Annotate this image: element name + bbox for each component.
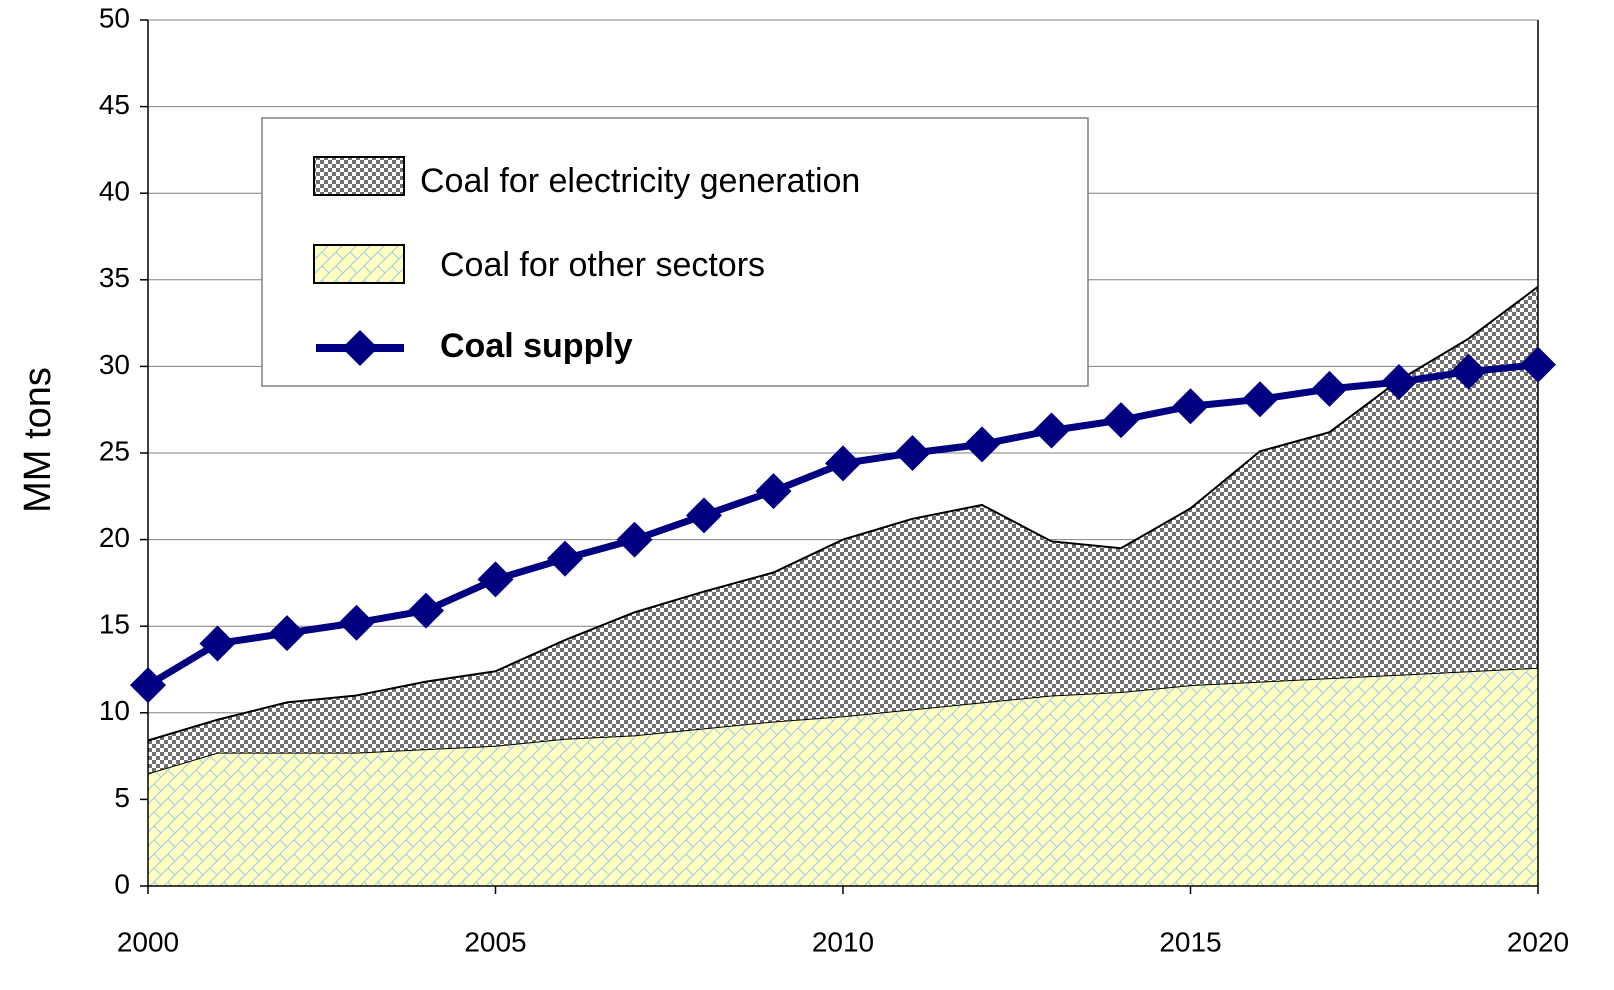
legend-label: Coal for electricity generation bbox=[420, 162, 860, 200]
marker bbox=[894, 435, 931, 471]
marker bbox=[1450, 353, 1487, 390]
y-tick-label: 40 bbox=[99, 176, 130, 207]
marker bbox=[755, 473, 792, 510]
areas bbox=[147, 285, 1539, 886]
marker bbox=[338, 604, 375, 641]
marker bbox=[1311, 370, 1348, 407]
marker bbox=[408, 592, 444, 629]
area-outline bbox=[147, 285, 1539, 742]
y-tick-label: 50 bbox=[99, 2, 130, 33]
x-tick-label: 2005 bbox=[464, 926, 526, 957]
y-tick-label: 25 bbox=[99, 435, 130, 466]
marker bbox=[1033, 412, 1070, 449]
y-tick-label: 45 bbox=[99, 89, 130, 120]
marker bbox=[825, 445, 861, 482]
marker bbox=[1381, 363, 1417, 400]
y-tick-label: 15 bbox=[99, 609, 130, 640]
marker bbox=[1520, 346, 1556, 383]
marker bbox=[477, 561, 514, 598]
y-tick-label: 20 bbox=[99, 522, 130, 553]
x-tick-label: 2010 bbox=[812, 926, 874, 957]
x-tick-label: 2000 bbox=[117, 926, 179, 957]
marker bbox=[269, 615, 305, 652]
marker bbox=[964, 426, 1000, 463]
area bbox=[148, 286, 1538, 774]
marker bbox=[686, 497, 722, 534]
marker bbox=[616, 521, 653, 558]
axes: 0 5 10 15 20 25 30 35 40 45 50 2000 2005 2010 2015 2020 bbox=[99, 2, 1569, 957]
marker bbox=[199, 625, 236, 662]
marker bbox=[1172, 388, 1209, 425]
marker bbox=[1103, 402, 1139, 439]
y-tick-label: 10 bbox=[99, 695, 130, 726]
marker bbox=[130, 667, 166, 704]
y-tick-label: 35 bbox=[99, 262, 130, 293]
legend: Coal for electricity generation Coal for… bbox=[261, 117, 1089, 387]
y-axis-label: MM tons bbox=[17, 367, 59, 513]
legend-swatch bbox=[313, 156, 405, 196]
y-tick-label: 5 bbox=[114, 782, 130, 813]
legend-label: Coal for other sectors bbox=[440, 246, 765, 284]
x-tick-label: 2020 bbox=[1507, 926, 1569, 957]
y-tick-label: 0 bbox=[114, 868, 130, 899]
y-tick-label: 30 bbox=[99, 349, 130, 380]
marker bbox=[1242, 381, 1278, 418]
marker bbox=[547, 540, 583, 577]
area bbox=[148, 667, 1538, 886]
lines bbox=[130, 346, 1556, 704]
legend-swatch bbox=[313, 244, 405, 284]
legend-marker bbox=[342, 330, 378, 366]
legend-label: Coal supply bbox=[440, 327, 633, 365]
x-tick-label: 2015 bbox=[1159, 926, 1221, 957]
